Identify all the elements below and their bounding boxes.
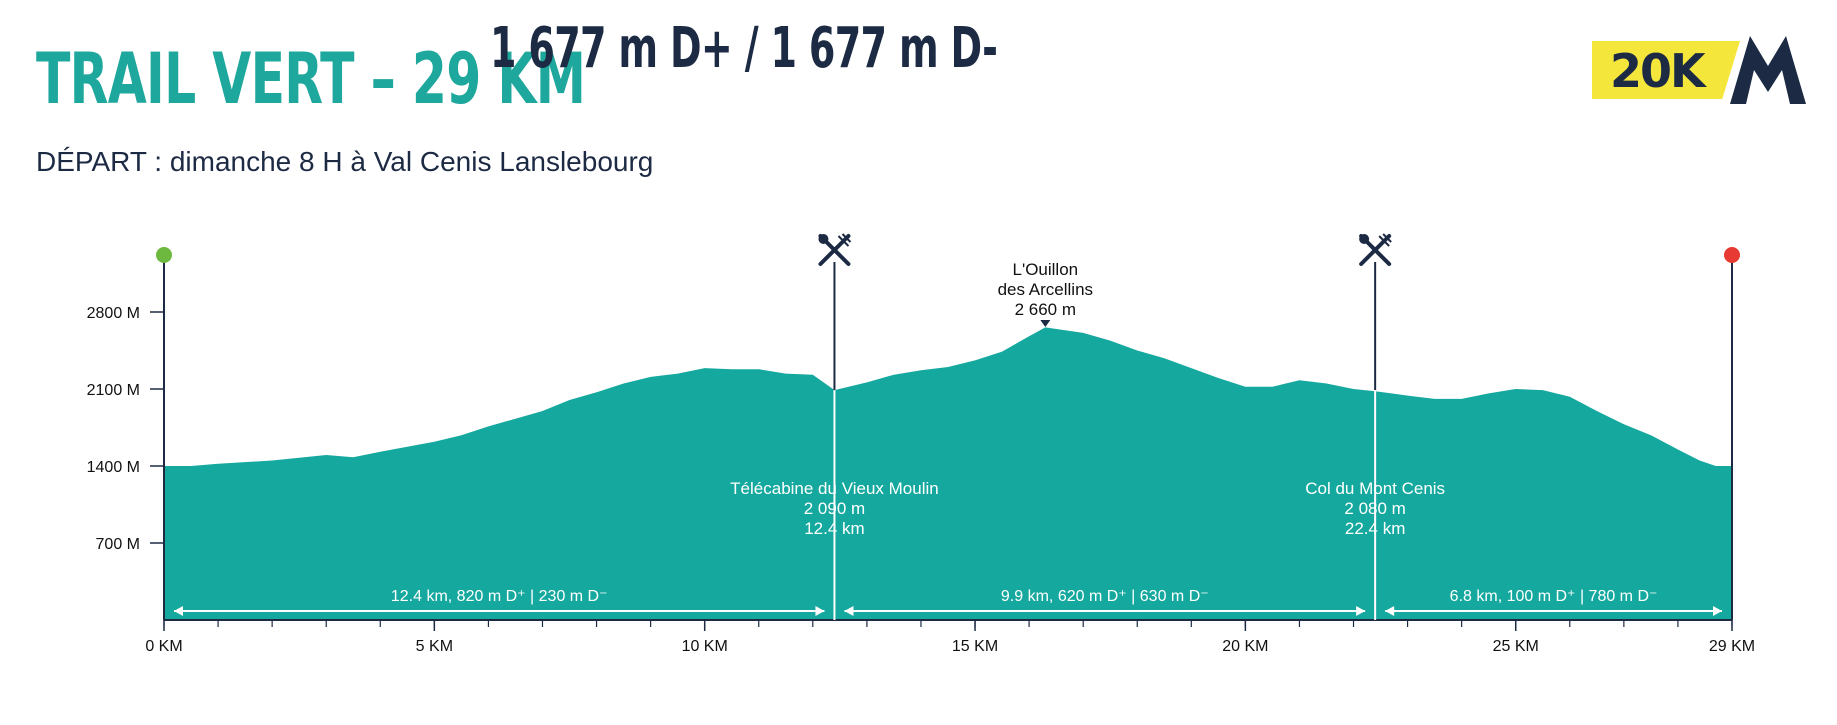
summit-marker bbox=[1040, 320, 1051, 327]
x-tick-label: 5 KM bbox=[416, 638, 453, 655]
elevation-profile-area bbox=[164, 327, 1732, 620]
y-tick-label: 2100 M bbox=[87, 382, 140, 399]
summit-name-line2: des Arcellins bbox=[998, 280, 1093, 299]
y-tick-label: 700 M bbox=[96, 536, 140, 553]
logo-yellow-box bbox=[1592, 41, 1740, 99]
title-row: TRAIL VERT – 29 KM bbox=[36, 38, 799, 120]
waypoint-name: Col du Mont Cenis bbox=[1305, 479, 1445, 498]
start-info: DÉPART : dimanche 8 H à Val Cenis Lansle… bbox=[36, 146, 654, 177]
finish-marker bbox=[1724, 247, 1740, 263]
segment-arrow-head-left bbox=[174, 606, 183, 616]
waypoint-elevation: 2 080 m bbox=[1344, 499, 1405, 518]
y-tick-label: 2800 M bbox=[87, 305, 140, 322]
waypoint-distance: 22.4 km bbox=[1345, 519, 1405, 538]
brand-logo: 20K bbox=[1592, 36, 1806, 104]
page-title: TRAIL VERT – 29 KM bbox=[36, 38, 586, 120]
x-tick-label: 29 KM bbox=[1709, 638, 1755, 655]
start-marker bbox=[156, 247, 172, 263]
elevation-summary: 1 677 m D+ / 1 677 m D- bbox=[490, 16, 998, 81]
logo-text: 20K bbox=[1610, 44, 1706, 98]
x-tick-label: 25 KM bbox=[1493, 638, 1539, 655]
segment-arrow-head-left bbox=[1385, 606, 1395, 616]
summit-elevation: 2 660 m bbox=[1015, 300, 1076, 319]
x-tick-label: 10 KM bbox=[682, 638, 728, 655]
segment-label: 6.8 km, 100 m D⁺ | 780 m D⁻ bbox=[1450, 588, 1658, 605]
summit-name: L'Ouillon bbox=[1013, 260, 1079, 279]
waypoint-name: Télécabine du Vieux Moulin bbox=[730, 479, 939, 498]
segment-label: 12.4 km, 820 m D⁺ | 230 m D⁻ bbox=[391, 588, 608, 605]
aid-station-icon bbox=[1359, 233, 1392, 266]
logo-m-icon bbox=[1730, 36, 1806, 104]
segment-label: 9.9 km, 620 m D⁺ | 630 m D⁻ bbox=[1001, 588, 1209, 605]
x-tick-label: 15 KM bbox=[952, 638, 998, 655]
waypoint-distance: 12.4 km bbox=[804, 519, 864, 538]
segment-arrow-head-right bbox=[815, 606, 825, 616]
x-tick-label: 0 KM bbox=[145, 638, 182, 655]
waypoint-elevation: 2 090 m bbox=[804, 499, 865, 518]
y-tick-label: 1400 M bbox=[87, 459, 140, 476]
segment-arrow-head-left bbox=[844, 606, 854, 616]
segment-arrow-head-right bbox=[1356, 606, 1366, 616]
aid-station-icon bbox=[818, 233, 852, 266]
segment-arrow-head-right bbox=[1713, 606, 1722, 616]
x-tick-label: 20 KM bbox=[1222, 638, 1268, 655]
